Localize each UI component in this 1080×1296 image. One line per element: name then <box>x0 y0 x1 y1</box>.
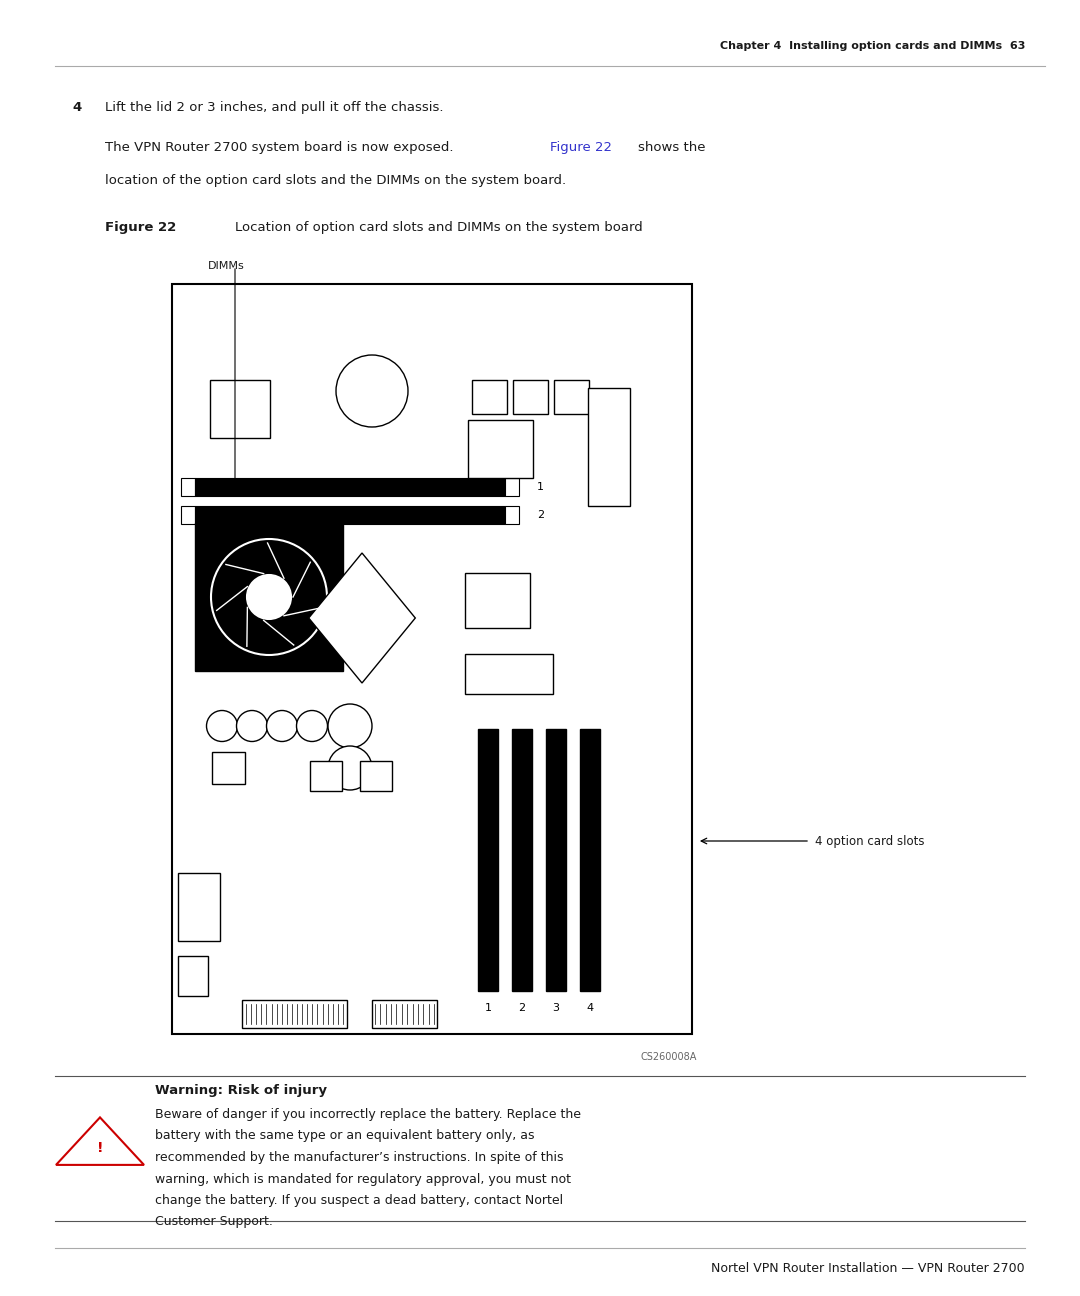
Circle shape <box>267 710 297 741</box>
Bar <box>512 728 532 991</box>
Text: 4: 4 <box>586 1003 594 1013</box>
Bar <box>468 420 534 478</box>
Bar <box>546 728 566 991</box>
Bar <box>172 284 692 1034</box>
Bar <box>210 380 270 438</box>
Polygon shape <box>309 553 416 683</box>
Circle shape <box>211 539 327 654</box>
Text: shows the: shows the <box>638 141 705 154</box>
Text: Beware of danger if you incorrectly replace the battery. Replace the: Beware of danger if you incorrectly repl… <box>156 1108 581 1121</box>
Text: Figure 22: Figure 22 <box>550 141 612 154</box>
Bar <box>588 388 630 505</box>
Circle shape <box>328 704 372 748</box>
Text: change the battery. If you suspect a dead battery, contact Nortel: change the battery. If you suspect a dea… <box>156 1194 563 1207</box>
Bar <box>178 956 208 997</box>
Bar <box>178 874 220 941</box>
Text: Chapter 4  Installing option cards and DIMMs  63: Chapter 4 Installing option cards and DI… <box>719 41 1025 51</box>
Text: warning, which is mandated for regulatory approval, you must not: warning, which is mandated for regulator… <box>156 1173 571 1186</box>
Text: DIMMs: DIMMs <box>208 260 245 271</box>
Bar <box>181 478 195 496</box>
Text: 4: 4 <box>72 101 81 114</box>
Bar <box>465 573 530 629</box>
Bar <box>195 478 505 496</box>
Text: 1: 1 <box>537 482 544 492</box>
Circle shape <box>206 710 238 741</box>
Bar <box>360 761 392 791</box>
Polygon shape <box>56 1117 144 1165</box>
Text: Figure 22: Figure 22 <box>105 222 176 235</box>
Bar <box>505 478 519 496</box>
Text: battery with the same type or an equivalent battery only, as: battery with the same type or an equival… <box>156 1130 535 1143</box>
Text: The VPN Router 2700 system board is now exposed.: The VPN Router 2700 system board is now … <box>105 141 454 154</box>
Text: Nortel VPN Router Installation — VPN Router 2700: Nortel VPN Router Installation — VPN Rou… <box>712 1261 1025 1274</box>
Circle shape <box>328 746 372 791</box>
Bar <box>372 1001 437 1028</box>
Bar <box>310 761 342 791</box>
Circle shape <box>336 355 408 426</box>
Text: !: ! <box>97 1140 104 1155</box>
Circle shape <box>297 710 327 741</box>
Bar <box>513 380 548 413</box>
Circle shape <box>247 575 291 619</box>
Text: 1: 1 <box>485 1003 491 1013</box>
Text: Location of option card slots and DIMMs on the system board: Location of option card slots and DIMMs … <box>235 222 643 235</box>
Text: 4 option card slots: 4 option card slots <box>815 835 924 848</box>
Text: Warning: Risk of injury: Warning: Risk of injury <box>156 1083 327 1096</box>
Text: 3: 3 <box>553 1003 559 1013</box>
Bar <box>472 380 507 413</box>
Bar <box>195 524 343 671</box>
Bar <box>465 654 553 693</box>
Text: location of the option card slots and the DIMMs on the system board.: location of the option card slots and th… <box>105 174 566 187</box>
Circle shape <box>237 710 268 741</box>
Text: Lift the lid 2 or 3 inches, and pull it off the chassis.: Lift the lid 2 or 3 inches, and pull it … <box>105 101 444 114</box>
Text: 2: 2 <box>537 511 544 520</box>
Bar <box>181 505 195 524</box>
Bar <box>195 505 505 524</box>
Text: CS260008A: CS260008A <box>640 1052 697 1061</box>
Bar <box>580 728 600 991</box>
Text: Customer Support.: Customer Support. <box>156 1216 273 1229</box>
Bar <box>242 1001 347 1028</box>
Text: recommended by the manufacturer’s instructions. In spite of this: recommended by the manufacturer’s instru… <box>156 1151 564 1164</box>
Bar <box>505 505 519 524</box>
Bar <box>212 752 245 784</box>
Bar <box>554 380 589 413</box>
Bar <box>478 728 498 991</box>
Text: 2: 2 <box>518 1003 526 1013</box>
